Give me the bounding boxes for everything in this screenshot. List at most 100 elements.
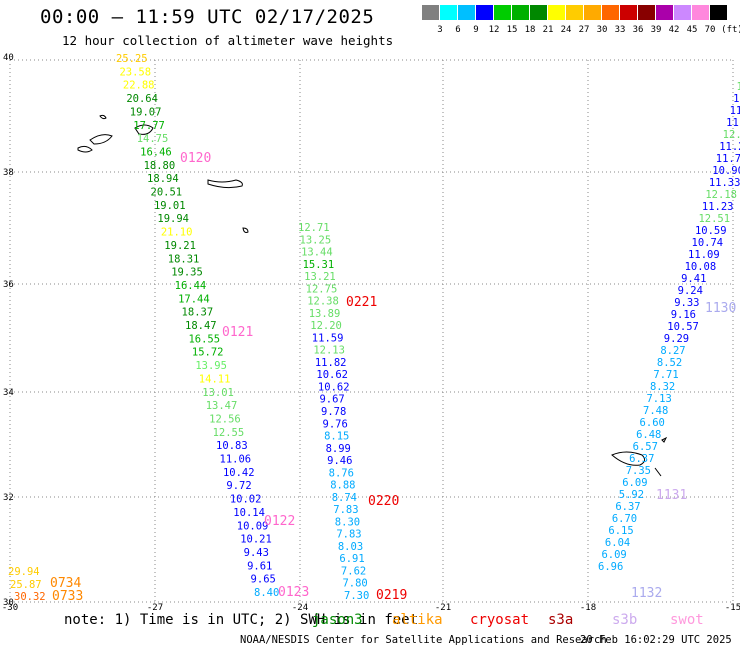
y-tick-label: 34 [3, 388, 14, 398]
swh-value: 23.58 [119, 66, 151, 78]
swh-value: 13.21 [304, 271, 336, 283]
swh-value: 8.15 [324, 431, 349, 443]
swh-value: 6.09 [622, 477, 647, 489]
swh-value: 12.18 [705, 189, 737, 201]
swh-value: 10.02 [230, 494, 262, 506]
swh-value: 6.70 [612, 513, 637, 525]
swh-value: 9.43 [244, 547, 269, 559]
legend-label: 70 [704, 25, 716, 35]
legend-swatch [440, 5, 457, 20]
swh-value: 14.75 [137, 133, 169, 145]
swh-value: 7.13 [646, 393, 671, 405]
x-tick-label: -21 [435, 603, 451, 613]
legend-swatch [692, 5, 709, 20]
track-time-label: 1130 [705, 301, 736, 316]
swh-value: 16.55 [188, 333, 220, 345]
swh-value: 11.33 [709, 177, 740, 189]
legend-label: 12 [488, 25, 500, 35]
mission-label-s3a: s3a [548, 612, 574, 628]
swh-value: 6.09 [601, 549, 626, 561]
legend-swatch [602, 5, 619, 20]
legend-label: 39 [650, 25, 662, 35]
swh-value: 7.83 [333, 504, 358, 516]
swh-value: 21.10 [161, 227, 193, 239]
swh-value: 13.47 [206, 400, 238, 412]
swh-value: 8.99 [326, 443, 351, 455]
swh-value: 7.30 [344, 590, 369, 602]
swh-value: 12. [737, 81, 740, 93]
legend-label: 30 [596, 25, 608, 35]
mission-label-jason3: jason3 [312, 612, 363, 628]
island-9 [654, 467, 662, 477]
island-3 [77, 145, 93, 153]
swh-value: 8.03 [338, 541, 363, 553]
legend-swatch [422, 5, 439, 20]
island-6 [242, 227, 249, 233]
track-time-label: 1131 [656, 488, 687, 503]
swh-value: 7.48 [643, 405, 668, 417]
swh-value: 16.44 [175, 280, 207, 292]
track-time-label: 0123 [278, 585, 309, 600]
island-5 [207, 179, 243, 189]
y-tick-label: 38 [3, 168, 14, 178]
swh-value: 17.77 [133, 120, 165, 132]
swh-value: 29.94 [8, 566, 40, 578]
track-time-label: 0220 [368, 494, 399, 509]
legend-label: 27 [578, 25, 590, 35]
swh-value: 9.41 [681, 273, 706, 285]
swh-value: 6.60 [640, 417, 665, 429]
swh-value: 6.48 [636, 429, 661, 441]
swh-value: 7.62 [341, 565, 366, 577]
track-time-label: 0122 [264, 514, 295, 529]
swh-value: 9.33 [674, 297, 699, 309]
swh-value: 16.46 [140, 146, 172, 158]
x-tick-label: -30 [2, 603, 18, 613]
legend-swatch [530, 5, 547, 20]
swh-value: 18.31 [168, 253, 200, 265]
swh-value: 9.65 [251, 574, 276, 586]
swh-value: 19.21 [164, 240, 196, 252]
swh-value: 11.23 [702, 201, 734, 213]
swh-value: 12.38 [307, 296, 339, 308]
swh-value: 18.47 [185, 320, 217, 332]
swh-value: 8.40 [254, 587, 279, 599]
swh-value: 5.92 [619, 489, 644, 501]
swh-value: 13.89 [309, 308, 341, 320]
coastlines [77, 114, 668, 477]
swh-value: 9.29 [664, 333, 689, 345]
swh-value: 12.71 [298, 222, 330, 234]
swh-value: 10.09 [237, 520, 269, 532]
swh-value: 8.88 [330, 480, 355, 492]
swh-value: 15.31 [303, 259, 335, 271]
swh-value: 11.6 [730, 105, 740, 117]
legend-label: 15 [506, 25, 518, 35]
swh-value: 9.16 [671, 309, 696, 321]
legend-swatch [566, 5, 583, 20]
swh-value: 7.80 [342, 578, 367, 590]
track-time-label: 0121 [222, 325, 253, 340]
swh-value: 11.59 [312, 332, 344, 344]
y-tick-label: 30 [3, 598, 14, 608]
legend-label: 9 [473, 25, 479, 35]
mission-label-altika: altika [392, 612, 443, 628]
swh-value: 7.83 [336, 529, 361, 541]
swh-value: 18.94 [147, 173, 179, 185]
legend-swatch [494, 5, 511, 20]
swh-value: 10.08 [685, 261, 717, 273]
legend-label: 36 [632, 25, 644, 35]
swh-value: 30.32 [14, 591, 46, 603]
swh-value: 7.35 [626, 465, 651, 477]
swh-value: 12.20 [310, 320, 342, 332]
swh-value: 9.46 [327, 455, 352, 467]
swh-value: 11.21 [719, 141, 740, 153]
legend-unit: (ft) [721, 25, 740, 35]
footer-credit: NOAA/NESDIS Center for Satellite Applica… [240, 634, 607, 646]
x-tick-label: -24 [292, 603, 308, 613]
swh-value: 6.15 [608, 525, 633, 537]
mission-label-s3b: s3b [612, 612, 638, 628]
track-time-label: 1132 [631, 586, 662, 601]
swh-value: 9.72 [226, 480, 251, 492]
x-tick-label: -15 [725, 603, 740, 613]
swh-value: 12.56 [209, 413, 241, 425]
swh-value: 10.21 [240, 534, 272, 546]
